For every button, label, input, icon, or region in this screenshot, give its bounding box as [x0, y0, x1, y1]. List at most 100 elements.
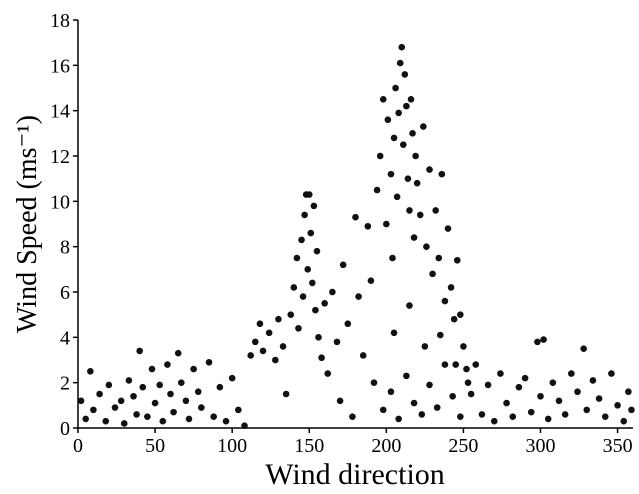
- point: [102, 417, 110, 425]
- point: [90, 406, 97, 414]
- x-tick-label: 100: [217, 435, 247, 457]
- point: [544, 415, 552, 423]
- point: [464, 379, 472, 386]
- y-tick-label: 10: [50, 191, 70, 213]
- point: [416, 211, 424, 219]
- point: [447, 284, 455, 291]
- point: [310, 202, 318, 210]
- point: [620, 417, 628, 425]
- point: [77, 397, 85, 405]
- point: [561, 411, 569, 418]
- point: [275, 315, 282, 323]
- point: [133, 411, 140, 418]
- point: [472, 361, 480, 368]
- point: [170, 408, 177, 416]
- point: [410, 234, 418, 241]
- point: [433, 404, 441, 411]
- point: [379, 96, 387, 103]
- y-tick-label: 14: [50, 101, 70, 123]
- point: [589, 377, 597, 384]
- point: [625, 388, 632, 396]
- point: [139, 383, 147, 391]
- point: [463, 365, 470, 373]
- point: [344, 320, 352, 328]
- point: [497, 370, 504, 377]
- point: [403, 372, 410, 380]
- point: [574, 388, 581, 396]
- point: [527, 408, 535, 416]
- y-tick-label: 16: [50, 55, 70, 77]
- point: [379, 406, 387, 414]
- point: [398, 43, 406, 51]
- point: [420, 123, 427, 130]
- point: [190, 365, 197, 373]
- point: [406, 302, 413, 309]
- point: [336, 397, 344, 405]
- point: [478, 411, 486, 418]
- point: [125, 377, 133, 384]
- point: [339, 261, 347, 269]
- y-tick-label: 18: [50, 10, 70, 32]
- point: [432, 207, 439, 214]
- point: [393, 193, 401, 201]
- point: [555, 397, 563, 405]
- point: [614, 402, 621, 409]
- point: [251, 338, 259, 346]
- point: [403, 102, 410, 110]
- point: [453, 256, 461, 264]
- point: [174, 349, 182, 357]
- point: [367, 277, 375, 284]
- point: [583, 406, 591, 414]
- point: [426, 381, 433, 389]
- y-tick-label: 8: [60, 237, 70, 259]
- point: [352, 213, 359, 221]
- point: [387, 170, 395, 178]
- point: [376, 152, 384, 160]
- point: [460, 343, 467, 350]
- point: [82, 415, 90, 423]
- point: [441, 297, 449, 305]
- point: [151, 399, 159, 407]
- point: [467, 390, 475, 398]
- point: [247, 352, 254, 359]
- point: [198, 404, 205, 411]
- point: [130, 392, 137, 400]
- point: [435, 254, 443, 262]
- x-tick-label: 200: [371, 435, 401, 457]
- point: [441, 361, 449, 368]
- point: [144, 413, 151, 420]
- point: [282, 390, 290, 398]
- y-tick-label: 2: [60, 373, 70, 395]
- point: [295, 324, 302, 332]
- point: [395, 109, 402, 117]
- point: [298, 236, 305, 244]
- point: [301, 211, 308, 219]
- x-tick-label: 250: [448, 435, 478, 457]
- point: [304, 266, 312, 273]
- point: [407, 96, 415, 103]
- point: [457, 311, 464, 318]
- point: [568, 370, 575, 377]
- point: [205, 358, 213, 366]
- x-tick-label: 0: [73, 435, 83, 457]
- point: [503, 399, 510, 407]
- x-axis-label: Wind direction: [265, 458, 445, 491]
- point: [410, 399, 418, 407]
- point: [608, 370, 615, 377]
- point: [549, 379, 557, 386]
- x-tick-label: 50: [145, 435, 165, 457]
- point: [235, 406, 242, 414]
- y-tick-label: 6: [60, 282, 70, 304]
- point: [120, 420, 128, 427]
- point: [452, 361, 460, 368]
- point: [389, 254, 396, 262]
- point: [392, 84, 399, 92]
- point: [287, 311, 295, 318]
- point: [324, 370, 332, 377]
- point: [305, 191, 313, 198]
- x-tick-label: 350: [603, 435, 633, 457]
- point: [395, 415, 402, 423]
- point: [449, 392, 456, 400]
- point: [413, 179, 421, 187]
- point: [444, 225, 452, 232]
